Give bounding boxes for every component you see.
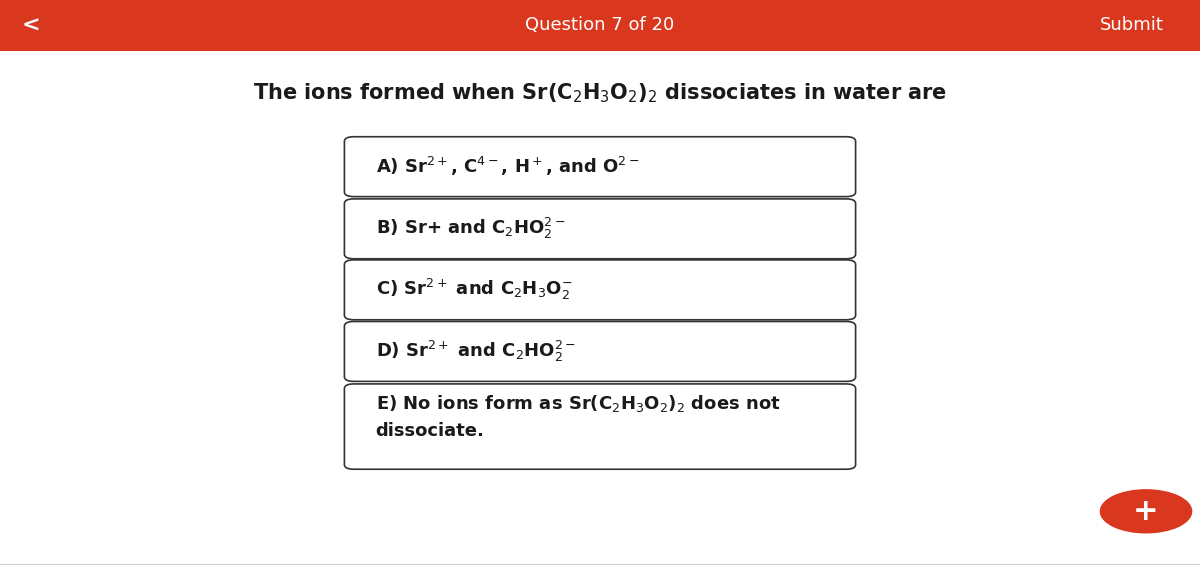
Circle shape bbox=[1100, 490, 1192, 533]
FancyBboxPatch shape bbox=[0, 0, 1200, 51]
FancyBboxPatch shape bbox=[344, 384, 856, 469]
Text: B) Sr+ and C$_2$HO$_2^{2-}$: B) Sr+ and C$_2$HO$_2^{2-}$ bbox=[376, 216, 565, 241]
Text: The ions formed when Sr(C$_2$H$_3$O$_2$)$_2$ dissociates in water are: The ions formed when Sr(C$_2$H$_3$O$_2$)… bbox=[253, 81, 947, 105]
Text: Question 7 of 20: Question 7 of 20 bbox=[526, 16, 674, 34]
Text: A) Sr$^{2+}$, C$^{4-}$, H$^+$, and O$^{2-}$: A) Sr$^{2+}$, C$^{4-}$, H$^+$, and O$^{2… bbox=[376, 155, 640, 178]
FancyBboxPatch shape bbox=[344, 260, 856, 320]
FancyBboxPatch shape bbox=[344, 199, 856, 259]
FancyBboxPatch shape bbox=[344, 321, 856, 381]
Text: Submit: Submit bbox=[1100, 16, 1164, 34]
Text: +: + bbox=[1133, 497, 1159, 526]
Text: C) Sr$^{2+}$ and C$_2$H$_3$O$_2^{-}$: C) Sr$^{2+}$ and C$_2$H$_3$O$_2^{-}$ bbox=[376, 277, 572, 302]
Text: E) No ions form as Sr(C$_2$H$_3$O$_2$)$_2$ does not
dissociate.: E) No ions form as Sr(C$_2$H$_3$O$_2$)$_… bbox=[376, 393, 780, 440]
Text: D) Sr$^{2+}$ and C$_2$HO$_2^{2-}$: D) Sr$^{2+}$ and C$_2$HO$_2^{2-}$ bbox=[376, 339, 576, 364]
Text: <: < bbox=[22, 15, 41, 36]
FancyBboxPatch shape bbox=[344, 137, 856, 197]
